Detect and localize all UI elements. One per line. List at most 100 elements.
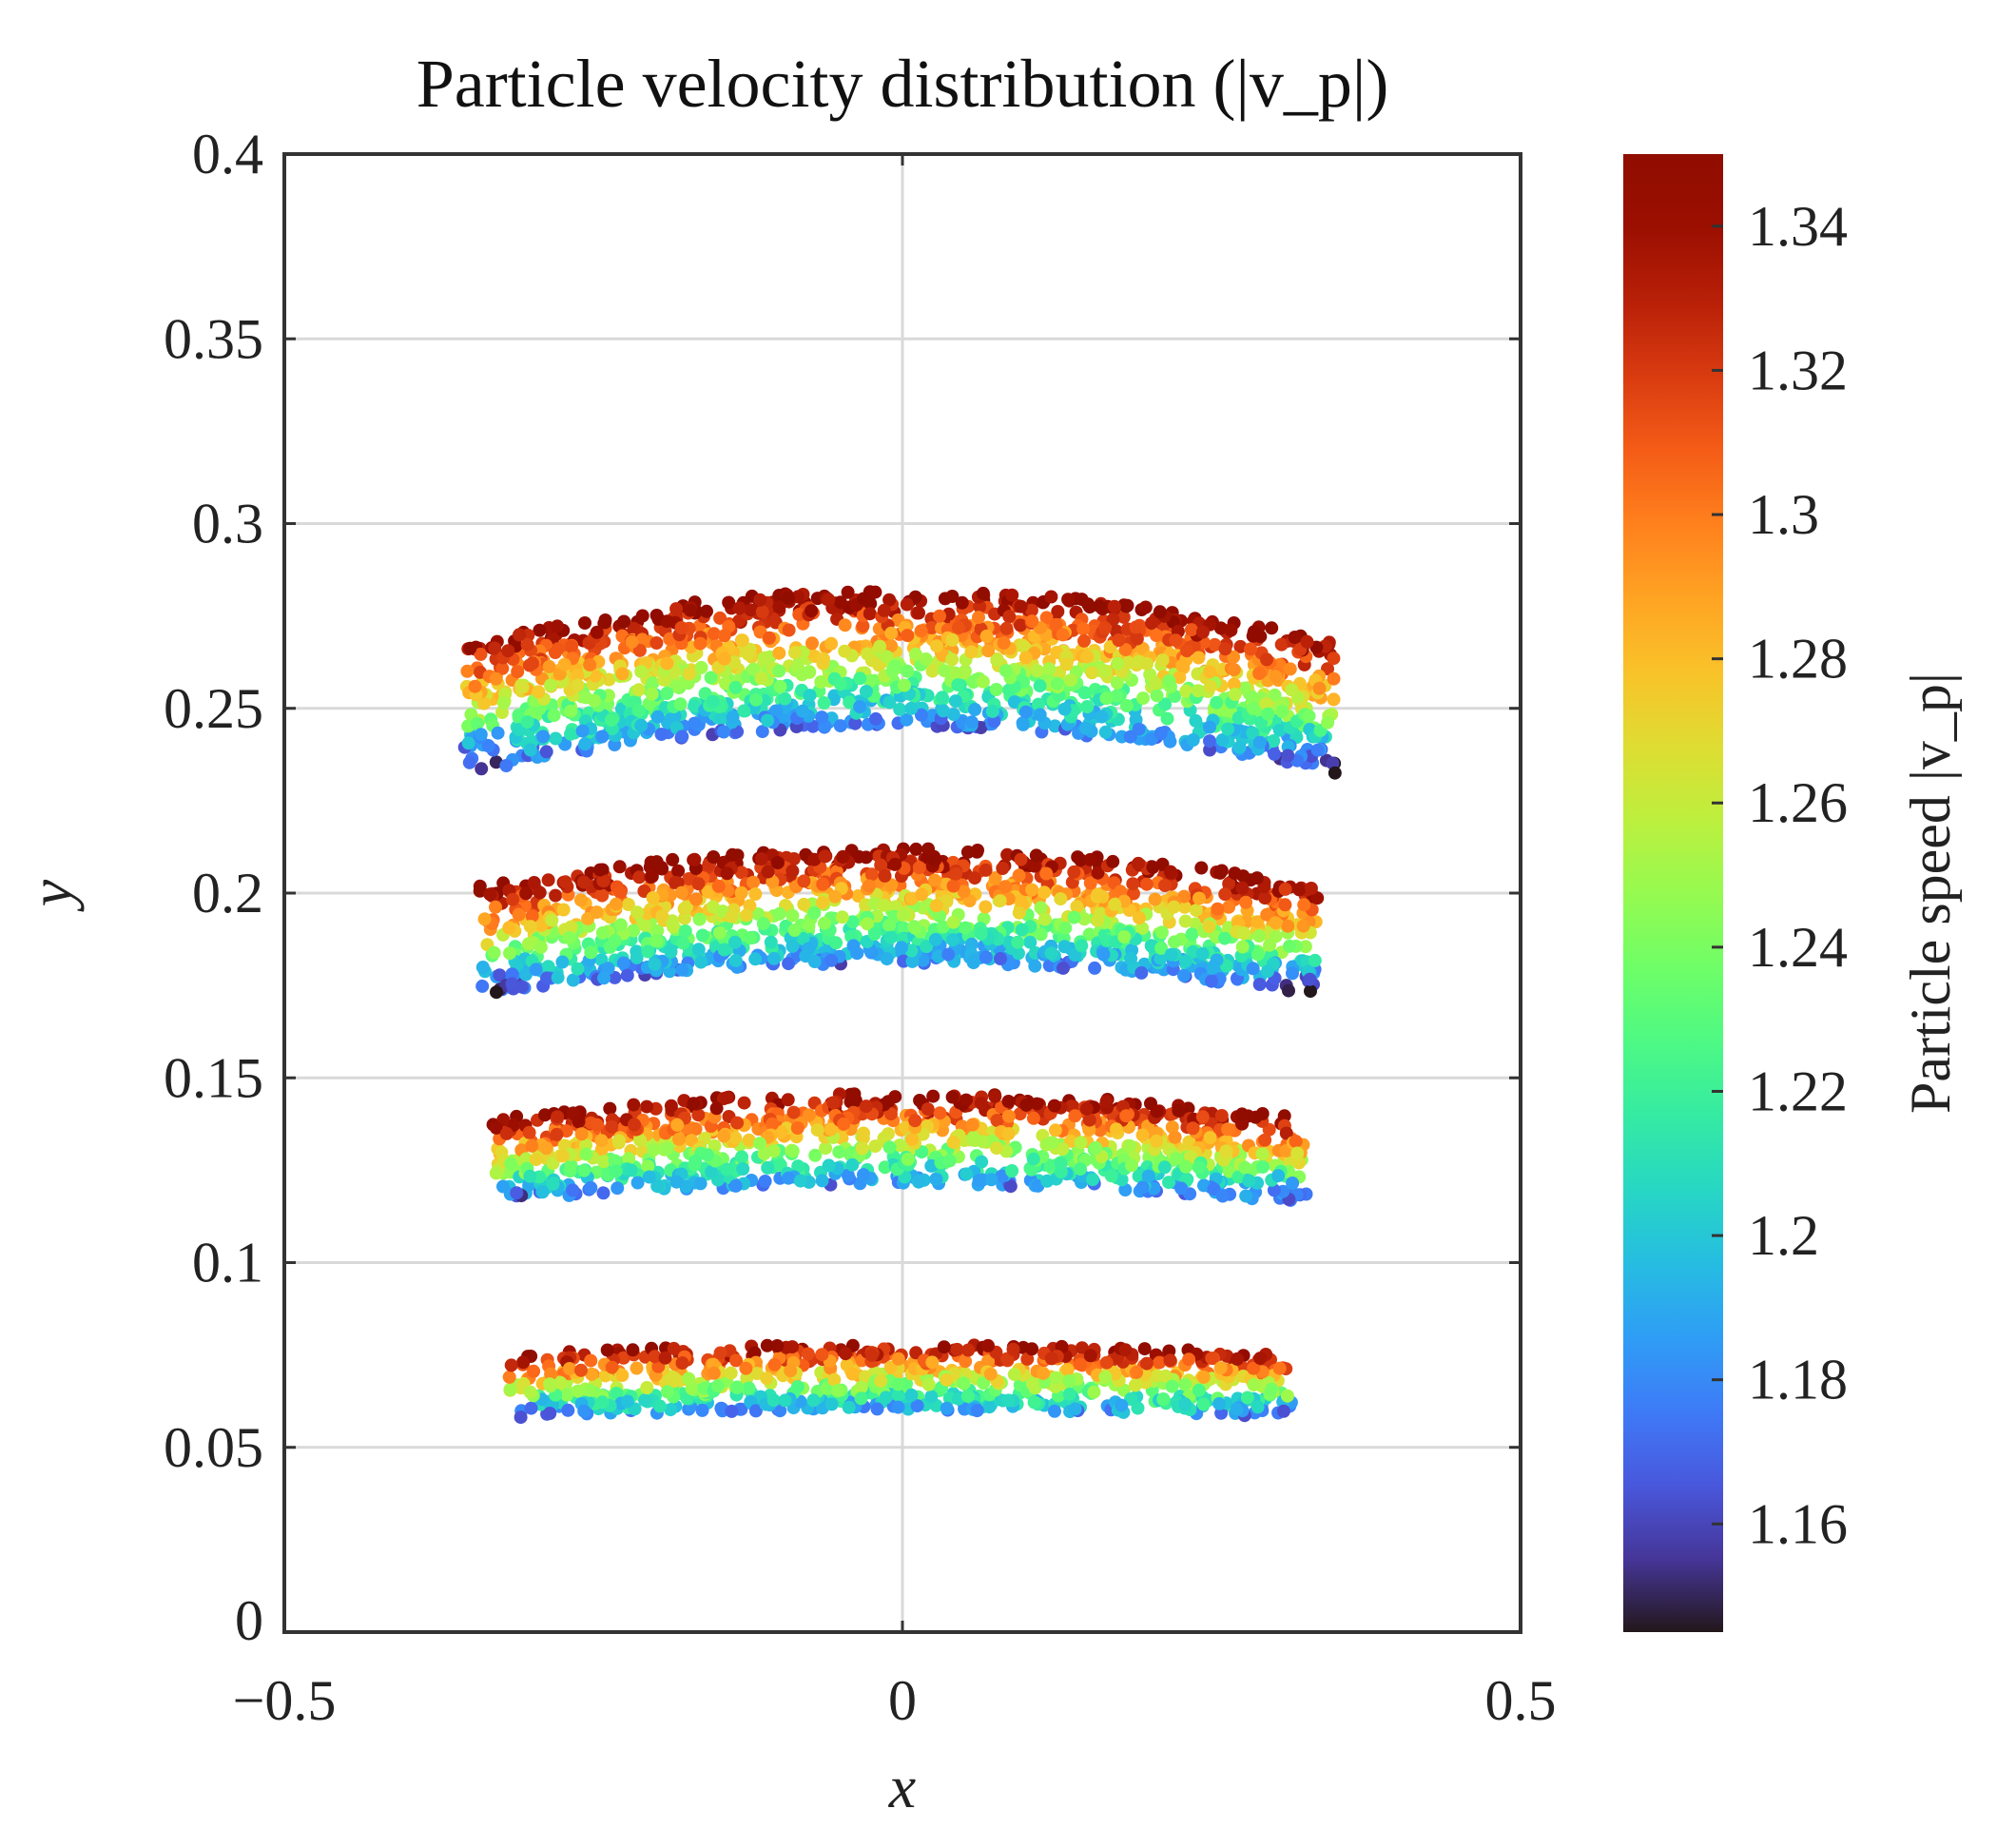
particle xyxy=(1024,603,1038,617)
particle xyxy=(635,609,650,623)
particle xyxy=(1218,887,1232,902)
particle xyxy=(749,692,763,707)
particle xyxy=(968,871,981,885)
particle xyxy=(1118,1343,1133,1357)
particle xyxy=(1195,625,1210,639)
particle xyxy=(728,953,743,967)
particle xyxy=(1063,673,1077,688)
particle xyxy=(1155,925,1169,940)
particle xyxy=(868,585,882,599)
particle xyxy=(1099,691,1114,706)
particle xyxy=(660,1385,674,1399)
particle xyxy=(782,592,795,605)
particle xyxy=(683,603,697,617)
particle xyxy=(529,1153,543,1167)
particle xyxy=(746,662,761,676)
particle xyxy=(882,593,897,607)
particle xyxy=(1186,733,1200,747)
y-tick-label: 0.05 xyxy=(164,1416,263,1479)
particle xyxy=(782,623,796,637)
particle xyxy=(867,927,882,941)
particle xyxy=(541,873,555,887)
particle xyxy=(660,614,674,629)
particle xyxy=(959,921,973,935)
colorbar-label: Particle speed |v_p| xyxy=(1899,672,1962,1114)
particle xyxy=(984,1173,998,1187)
particle xyxy=(859,850,873,865)
particle xyxy=(845,1367,860,1381)
particle xyxy=(1026,1152,1040,1166)
particle xyxy=(1039,611,1054,625)
particle xyxy=(946,933,960,947)
particle xyxy=(1274,637,1289,652)
particle xyxy=(748,952,763,966)
particle xyxy=(1099,1095,1114,1109)
particle xyxy=(908,921,922,935)
particle xyxy=(817,696,831,710)
particle xyxy=(566,973,580,987)
particle xyxy=(735,633,749,648)
particle xyxy=(1117,930,1132,943)
particle xyxy=(1162,1176,1175,1190)
particle xyxy=(605,713,618,727)
particle xyxy=(1204,679,1217,693)
particle xyxy=(668,1371,681,1386)
particle xyxy=(1285,683,1299,697)
particle xyxy=(631,704,646,718)
particle xyxy=(1027,1395,1041,1410)
particle xyxy=(520,637,534,652)
particle xyxy=(951,678,965,692)
particle xyxy=(937,1340,951,1354)
particle xyxy=(475,961,490,974)
particle xyxy=(945,632,960,647)
particle xyxy=(1150,629,1163,642)
particle xyxy=(863,607,877,621)
particle xyxy=(712,925,727,940)
particle xyxy=(1194,861,1209,875)
y-tick-label: 0.15 xyxy=(164,1046,263,1109)
particle xyxy=(502,1370,516,1384)
particle xyxy=(1129,620,1143,634)
particle xyxy=(1236,926,1251,940)
particle xyxy=(725,909,739,924)
particle xyxy=(1119,1109,1134,1123)
particle xyxy=(631,683,646,697)
particle xyxy=(1001,1127,1016,1140)
particle xyxy=(882,1140,897,1155)
particle xyxy=(693,636,708,651)
particle xyxy=(859,685,873,698)
particle xyxy=(1125,1158,1138,1173)
particle xyxy=(948,694,962,709)
particle xyxy=(1111,656,1125,671)
particle xyxy=(1049,1371,1063,1385)
particle xyxy=(753,593,767,607)
particle xyxy=(1230,1402,1244,1416)
particle xyxy=(792,608,806,621)
particle xyxy=(605,1119,619,1134)
particle xyxy=(1286,966,1299,981)
particle xyxy=(1227,663,1241,677)
particle xyxy=(595,925,610,940)
particle xyxy=(1076,622,1091,636)
particle xyxy=(879,1391,893,1405)
particle xyxy=(463,641,477,655)
particle xyxy=(1195,1110,1210,1124)
particle xyxy=(945,1090,960,1104)
particle xyxy=(1221,722,1235,736)
particle xyxy=(854,1391,868,1406)
particle xyxy=(1259,696,1273,710)
particle xyxy=(1327,692,1341,707)
particle xyxy=(584,945,598,960)
particle xyxy=(597,971,611,985)
particle xyxy=(1082,927,1096,942)
particle xyxy=(739,1361,753,1375)
particle xyxy=(864,1348,879,1362)
particle xyxy=(1163,865,1177,879)
particle xyxy=(1174,1181,1189,1196)
particle xyxy=(717,652,731,666)
particle xyxy=(595,1395,610,1410)
particle xyxy=(600,1343,614,1357)
particle xyxy=(491,726,505,740)
particle xyxy=(1115,1398,1129,1412)
colorbar-tick-label: 1.24 xyxy=(1748,916,1848,979)
